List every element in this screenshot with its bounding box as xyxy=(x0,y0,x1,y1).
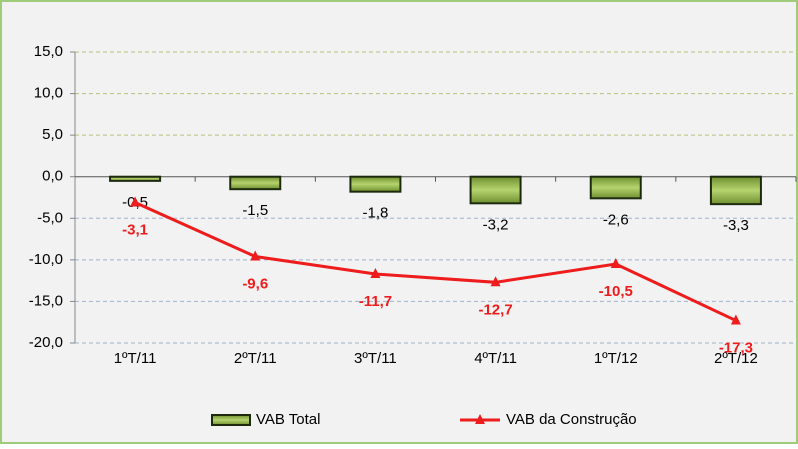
bar xyxy=(589,175,642,200)
x-tick-label: 4ºT/11 xyxy=(474,350,517,367)
line-value-label: -10,5 xyxy=(599,283,633,300)
x-tick-label: 1ºT/11 xyxy=(114,350,157,367)
legend-swatch xyxy=(475,414,485,424)
x-tick-label: 1ºT/12 xyxy=(594,350,638,367)
x-tick-label: 3ºT/11 xyxy=(354,350,397,367)
bar-value-label: -2,6 xyxy=(603,211,629,228)
line-series xyxy=(134,201,737,322)
bar xyxy=(229,175,282,191)
y-tick-label: 10,0 xyxy=(34,85,63,102)
y-tick-label: -10,0 xyxy=(29,251,63,268)
bar-value-label: -3,2 xyxy=(483,216,509,233)
bar-value-label: -1,5 xyxy=(242,202,268,219)
x-tick-label: 2ºT/11 xyxy=(234,350,277,367)
line-marker xyxy=(610,258,621,269)
line-value-label: -11,7 xyxy=(359,293,392,310)
line-value-label: -12,7 xyxy=(478,301,512,318)
bar-value-label: -1,8 xyxy=(362,205,388,222)
bar xyxy=(109,175,162,182)
legend-label: VAB Total xyxy=(256,411,320,428)
line-marker xyxy=(730,314,741,325)
line-marker xyxy=(130,196,141,207)
y-tick-label: 15,0 xyxy=(34,43,63,60)
legend-swatch xyxy=(211,414,251,426)
bar-value-label: -3,3 xyxy=(723,217,749,234)
line-marker xyxy=(490,276,501,287)
y-tick-label: 5,0 xyxy=(42,126,63,143)
y-tick-label: -20,0 xyxy=(29,334,63,351)
bar xyxy=(349,175,402,193)
bar xyxy=(469,175,522,205)
y-tick-label: 0,0 xyxy=(42,168,63,185)
y-tick-label: -15,0 xyxy=(29,292,63,309)
line-value-label: -3,1 xyxy=(122,221,148,238)
line-marker xyxy=(370,267,381,278)
line-marker xyxy=(250,250,261,261)
bar xyxy=(709,175,762,206)
line-value-label: -17,3 xyxy=(719,340,753,357)
line-value-label: -9,6 xyxy=(242,276,268,293)
y-tick-label: -5,0 xyxy=(37,209,63,226)
legend-label: VAB da Construção xyxy=(506,411,637,428)
x-tick-label: 2ºT/12 xyxy=(714,350,758,367)
